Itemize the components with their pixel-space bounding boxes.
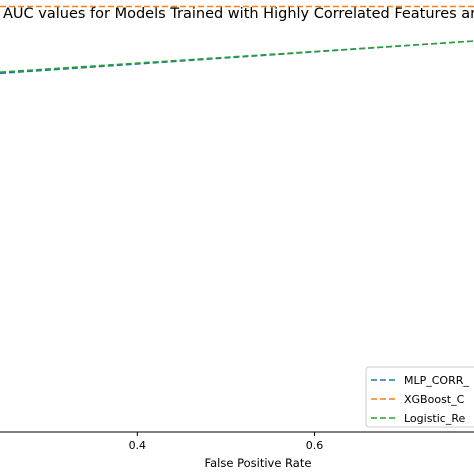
series-lines [0, 5, 474, 75]
chart-title: AUC values for Models Trained with Highl… [3, 6, 474, 22]
legend-label-1: XGBoost_C [404, 393, 465, 406]
legend-label-0: MLP_CORR_ [404, 374, 469, 387]
x-axis-label: False Positive Rate [205, 456, 312, 470]
x-ticks: 0.4 0.6 [129, 432, 324, 452]
legend: MLP_CORR_ XGBoost_C Logistic_Re [365, 366, 474, 428]
legend-box [365, 366, 474, 428]
x-tick-label: 0.4 [129, 439, 147, 452]
x-tick-label: 0.6 [306, 439, 324, 452]
legend-items: MLP_CORR_ XGBoost_C Logistic_Re [371, 374, 469, 425]
series-line-2 [0, 40, 474, 73]
legend-label-2: Logistic_Re [404, 412, 466, 425]
